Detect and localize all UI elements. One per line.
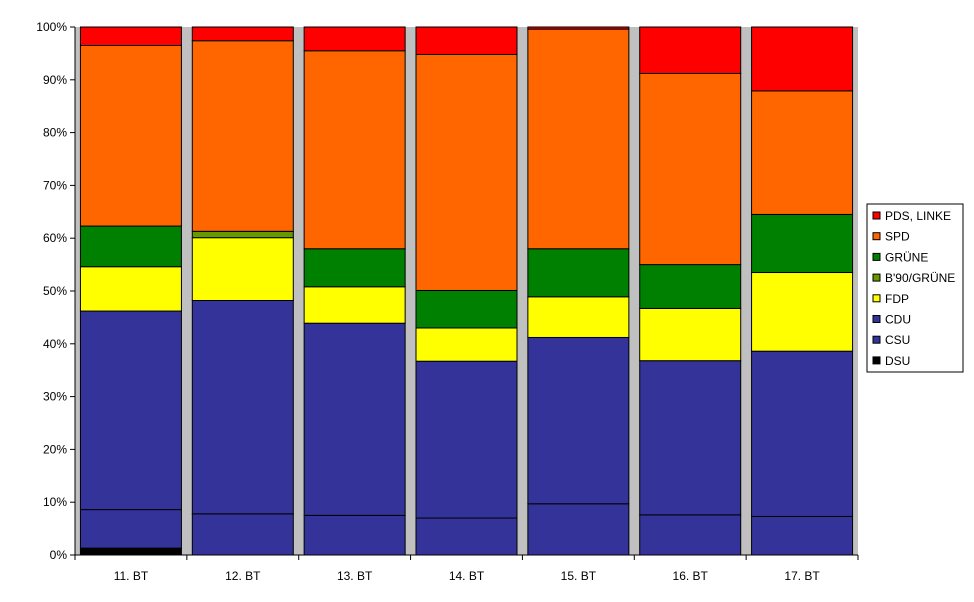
legend-label: CDU [885,313,911,327]
legend-swatch [872,335,881,344]
bar-segment-gr-ne-6 [639,264,742,309]
bar-segment-pds-linke-3 [303,26,406,52]
bar-segment-spd-4 [415,53,518,291]
bar-segment-gr-ne-3 [303,248,406,288]
y-tick-label: 100% [36,20,67,34]
x-tick-label: 12. BT [225,569,261,583]
legend-label: FDP [885,292,909,306]
bar-segment-fdp-7 [751,272,854,352]
y-axis: 0% 10% 20% 30% 40% 50% 60% 70% 80% 90% 100% [36,20,76,562]
bar-segment-gr-ne-7 [751,213,854,274]
x-tick-label: 17. BT [784,569,820,583]
bar-segment-csu-4 [415,517,518,556]
bar-segment-csu-6 [639,514,742,556]
bar-segment-b-90-gr-ne-2 [191,230,294,239]
legend: PDS, LINKE SPD GRÜNE B'90/GRÜNE FDP CDU CSU DSU [866,203,964,373]
bar-segment-gr-ne-4 [415,289,518,329]
bar-segment-fdp-2 [191,237,294,301]
x-tick-label: 16. BT [673,569,709,583]
bar-segment-pds-linke-1 [79,26,182,46]
y-tick-label: 50% [43,284,67,298]
bar-segment-pds-linke-7 [751,26,854,92]
bar-segment-fdp-3 [303,286,406,324]
bar-segment-fdp-1 [79,266,182,312]
y-tick-label: 30% [43,390,67,404]
bar-segment-fdp-5 [527,296,630,338]
legend-swatch [872,356,881,365]
y-tick-label: 40% [43,337,67,351]
bar-segment-spd-6 [639,72,742,266]
bar-segment-cdu-3 [303,322,406,516]
bar-segment-cdu-1 [79,310,182,511]
x-tick-label: 15. BT [561,569,597,583]
bar-segment-spd-2 [191,40,294,232]
bar-segment-spd-1 [79,44,182,227]
y-tick-label: 70% [43,178,67,192]
y-tick-label: 90% [43,73,67,87]
y-tick-label: 0% [50,548,68,562]
bar-segment-pds-linke-2 [191,26,294,42]
x-axis: 11. BT 12. BT 13. BT 14. BT 15. BT 16. BT 17. … [74,554,859,583]
legend-swatch [872,252,881,261]
bar-segment-pds-linke-4 [415,26,518,55]
bar-segment-cdu-5 [527,336,630,505]
bar-segment-spd-3 [303,50,406,250]
bar-segment-dsu-1 [79,547,182,556]
legend-label: CSU [885,333,910,347]
bar-segment-cdu-7 [751,350,854,517]
bar-segment-csu-5 [527,503,630,556]
legend-box [866,203,964,373]
bar-segment-pds-linke-5 [527,26,630,30]
bar-segment-pds-linke-6 [639,26,742,74]
bar-segment-gr-ne-1 [79,225,182,268]
bar-segment-csu-1 [79,509,182,549]
bar-segment-csu-2 [191,513,294,556]
legend-label: DSU [885,354,910,368]
legend-swatch [872,294,881,303]
legend-label: PDS, LINKE [885,209,951,223]
legend-label: GRÜNE [885,250,928,264]
x-tick-label: 11. BT [114,569,149,583]
legend-swatch [872,315,881,323]
bar-segment-cdu-6 [639,360,742,516]
bar-segment-spd-5 [527,28,630,250]
bar-segment-fdp-6 [639,307,742,362]
bar-segment-csu-7 [751,515,854,556]
bars-layer [79,26,854,556]
legend-swatch [872,273,881,282]
bar-segment-spd-7 [751,90,854,215]
y-tick-label: 10% [43,495,67,509]
legend-swatch [872,232,881,241]
bar-segment-cdu-2 [191,300,294,515]
y-tick-label: 80% [43,126,67,140]
bar-segment-cdu-4 [415,360,518,519]
y-tick-label: 60% [43,231,67,245]
legend-swatch [872,211,881,220]
y-tick-label: 20% [43,442,67,456]
bar-segment-gr-ne-5 [527,248,630,298]
bar-segment-csu-3 [303,514,406,556]
legend-label: B'90/GRÜNE [885,271,955,285]
bar-segment-fdp-4 [415,327,518,362]
x-tick-label: 14. BT [449,569,485,583]
x-tick-label: 13. BT [337,569,373,583]
legend-label: SPD [885,230,910,244]
